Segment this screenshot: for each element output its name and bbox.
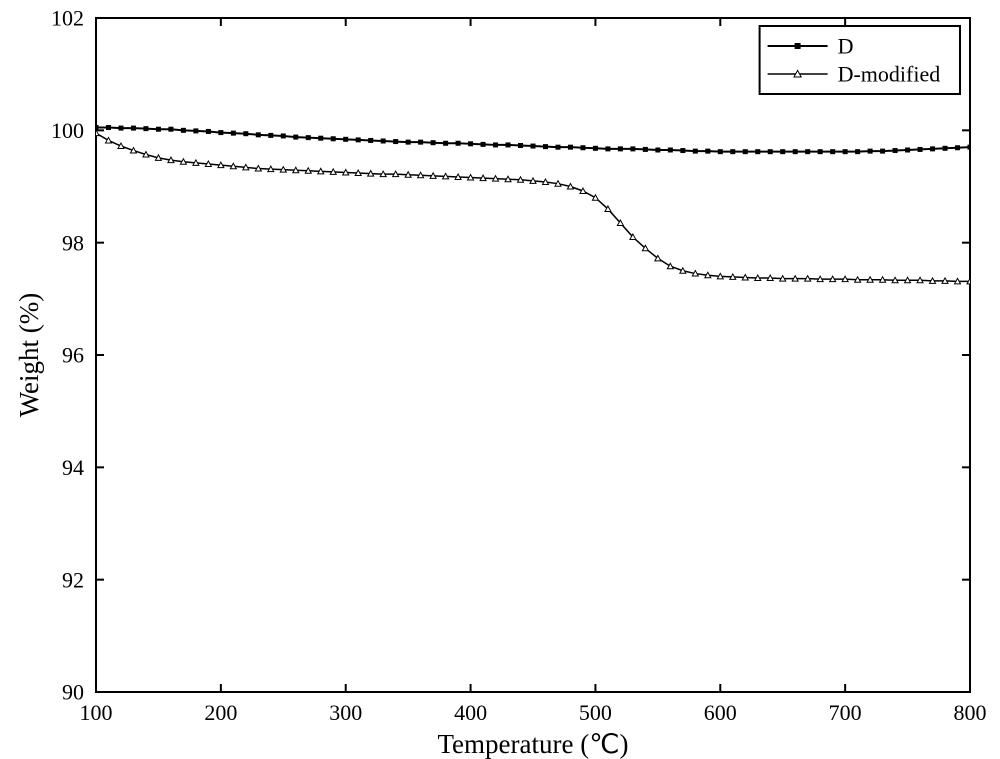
- marker-square: [668, 148, 672, 152]
- marker-square: [256, 133, 260, 137]
- marker-square: [281, 134, 285, 138]
- marker-square: [156, 127, 160, 131]
- marker-square: [306, 136, 310, 140]
- marker-square: [406, 140, 410, 144]
- marker-square: [756, 150, 760, 154]
- marker-square: [294, 135, 298, 139]
- marker-square: [656, 148, 660, 152]
- marker-square: [219, 131, 223, 135]
- y-tick-label: 98: [62, 230, 84, 255]
- marker-square: [519, 143, 523, 147]
- chart-background: [0, 0, 1000, 759]
- marker-square: [806, 150, 810, 154]
- marker-square: [956, 146, 960, 150]
- x-tick-label: 800: [954, 700, 987, 725]
- marker-square: [568, 145, 572, 149]
- legend: D D-modified: [760, 26, 960, 94]
- marker-square: [131, 126, 135, 130]
- marker-square: [681, 149, 685, 153]
- marker-square: [244, 132, 248, 136]
- marker-square: [456, 141, 460, 145]
- marker-square: [231, 131, 235, 135]
- x-tick-label: 300: [329, 700, 362, 725]
- marker-square: [793, 150, 797, 154]
- marker-square: [269, 133, 273, 137]
- chart-svg: 100 200 300 400 500 600 700 800 90 92 94 96 98 100 102…: [0, 0, 1000, 759]
- x-tick-label: 500: [579, 700, 612, 725]
- marker-square: [893, 149, 897, 153]
- marker-square: [106, 126, 110, 130]
- marker-square: [531, 144, 535, 148]
- marker-square: [768, 150, 772, 154]
- marker-square: [868, 149, 872, 153]
- marker-square: [431, 141, 435, 145]
- marker-square: [556, 145, 560, 149]
- y-axis-label: Weight (%): [14, 293, 44, 418]
- marker-square: [931, 147, 935, 151]
- marker-square: [606, 147, 610, 151]
- marker-square: [319, 136, 323, 140]
- marker-square: [831, 150, 835, 154]
- x-tick-label: 200: [204, 700, 237, 725]
- marker-square: [906, 148, 910, 152]
- marker-square: [181, 128, 185, 132]
- x-tick-label: 400: [454, 700, 487, 725]
- x-tick-label: 100: [80, 700, 113, 725]
- marker-square: [593, 146, 597, 150]
- y-tick-label: 92: [62, 567, 84, 592]
- tga-chart: 100 200 300 400 500 600 700 800 90 92 94 96 98 100 102…: [0, 0, 1000, 759]
- marker-square: [331, 137, 335, 141]
- y-tick-label: 100: [51, 118, 84, 143]
- legend-label: D: [838, 34, 854, 59]
- marker-square: [444, 141, 448, 145]
- x-axis-label: Temperature (℃): [437, 729, 628, 759]
- marker-square: [206, 129, 210, 133]
- marker-square: [419, 140, 423, 144]
- x-tick-label: 700: [829, 700, 862, 725]
- marker-square: [706, 149, 710, 153]
- marker-square: [144, 127, 148, 131]
- marker-square: [381, 139, 385, 143]
- y-tick-label: 90: [62, 680, 84, 705]
- marker-square: [618, 147, 622, 151]
- marker-square: [481, 142, 485, 146]
- marker-square: [818, 150, 822, 154]
- marker-square: [369, 138, 373, 142]
- x-tick-label: 600: [704, 700, 737, 725]
- marker-square: [693, 149, 697, 153]
- marker-square: [631, 147, 635, 151]
- marker-square: [194, 129, 198, 133]
- marker-square: [731, 150, 735, 154]
- marker-square: [494, 143, 498, 147]
- marker-square: [856, 150, 860, 154]
- y-tick-label: 94: [62, 455, 84, 480]
- marker-square: [543, 145, 547, 149]
- marker-square: [506, 143, 510, 147]
- marker-square: [469, 142, 473, 146]
- marker-square: [781, 150, 785, 154]
- marker-square: [743, 150, 747, 154]
- marker-square: [881, 149, 885, 153]
- marker-square: [356, 138, 360, 142]
- marker-square: [169, 127, 173, 131]
- marker-square: [581, 146, 585, 150]
- marker-square: [918, 147, 922, 151]
- y-tick-label: 102: [51, 6, 84, 31]
- marker-square: [843, 150, 847, 154]
- marker-square: [119, 126, 123, 130]
- marker-square: [718, 150, 722, 154]
- marker-square: [394, 140, 398, 144]
- marker-square: [344, 137, 348, 141]
- y-tick-label: 96: [62, 343, 84, 368]
- marker-square: [943, 146, 947, 150]
- marker-square: [795, 44, 800, 49]
- marker-square: [643, 147, 647, 151]
- legend-label: D-modified: [838, 62, 941, 87]
